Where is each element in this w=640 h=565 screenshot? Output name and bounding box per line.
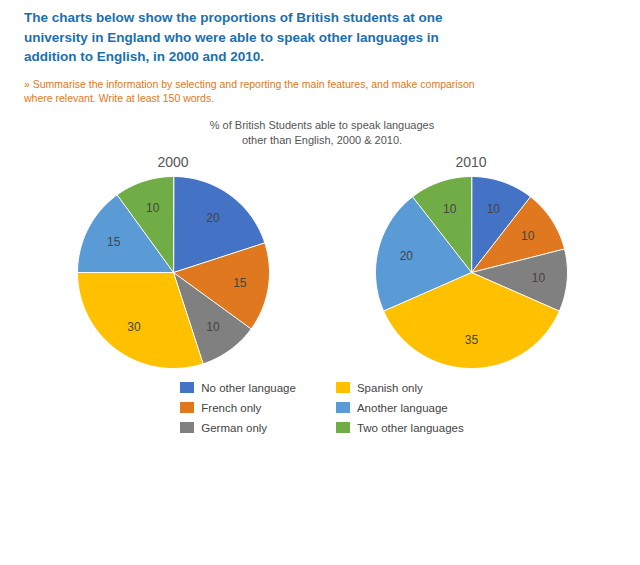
html-text:Another language: Another language [356,401,448,414]
svg-text:10: 10 [532,271,546,285]
html-text:» Summarise the information by: » Summarise the information by selecting… [24,77,475,105]
svg-text:20: 20 [206,211,220,225]
html-text:German only: German only [201,421,268,434]
svg-text:15: 15 [233,276,247,290]
svg-text:35: 35 [465,332,479,346]
html-text:2010: 2010 [455,153,487,170]
html-text:The charts below show the prop: The charts below show the proportions of… [24,10,443,65]
svg-text:10: 10 [443,202,457,216]
html-text:% of British Students able to: % of British Students able to speak lang… [209,119,435,146]
svg-text:10: 10 [487,202,501,216]
html-text:No other language: No other language [201,381,296,394]
svg-text:10: 10 [206,319,220,333]
html-text:Spanish only: Spanish only [356,381,423,394]
svg-text:20: 20 [400,249,414,263]
svg-text:10: 10 [521,228,535,242]
html-text:2000: 2000 [157,153,189,170]
svg-text:30: 30 [127,319,141,333]
html-text:Two other languages: Two other languages [356,421,464,434]
svg-text:15: 15 [107,235,121,249]
svg-text:10: 10 [146,201,160,215]
html-text:French only: French only [201,401,262,414]
